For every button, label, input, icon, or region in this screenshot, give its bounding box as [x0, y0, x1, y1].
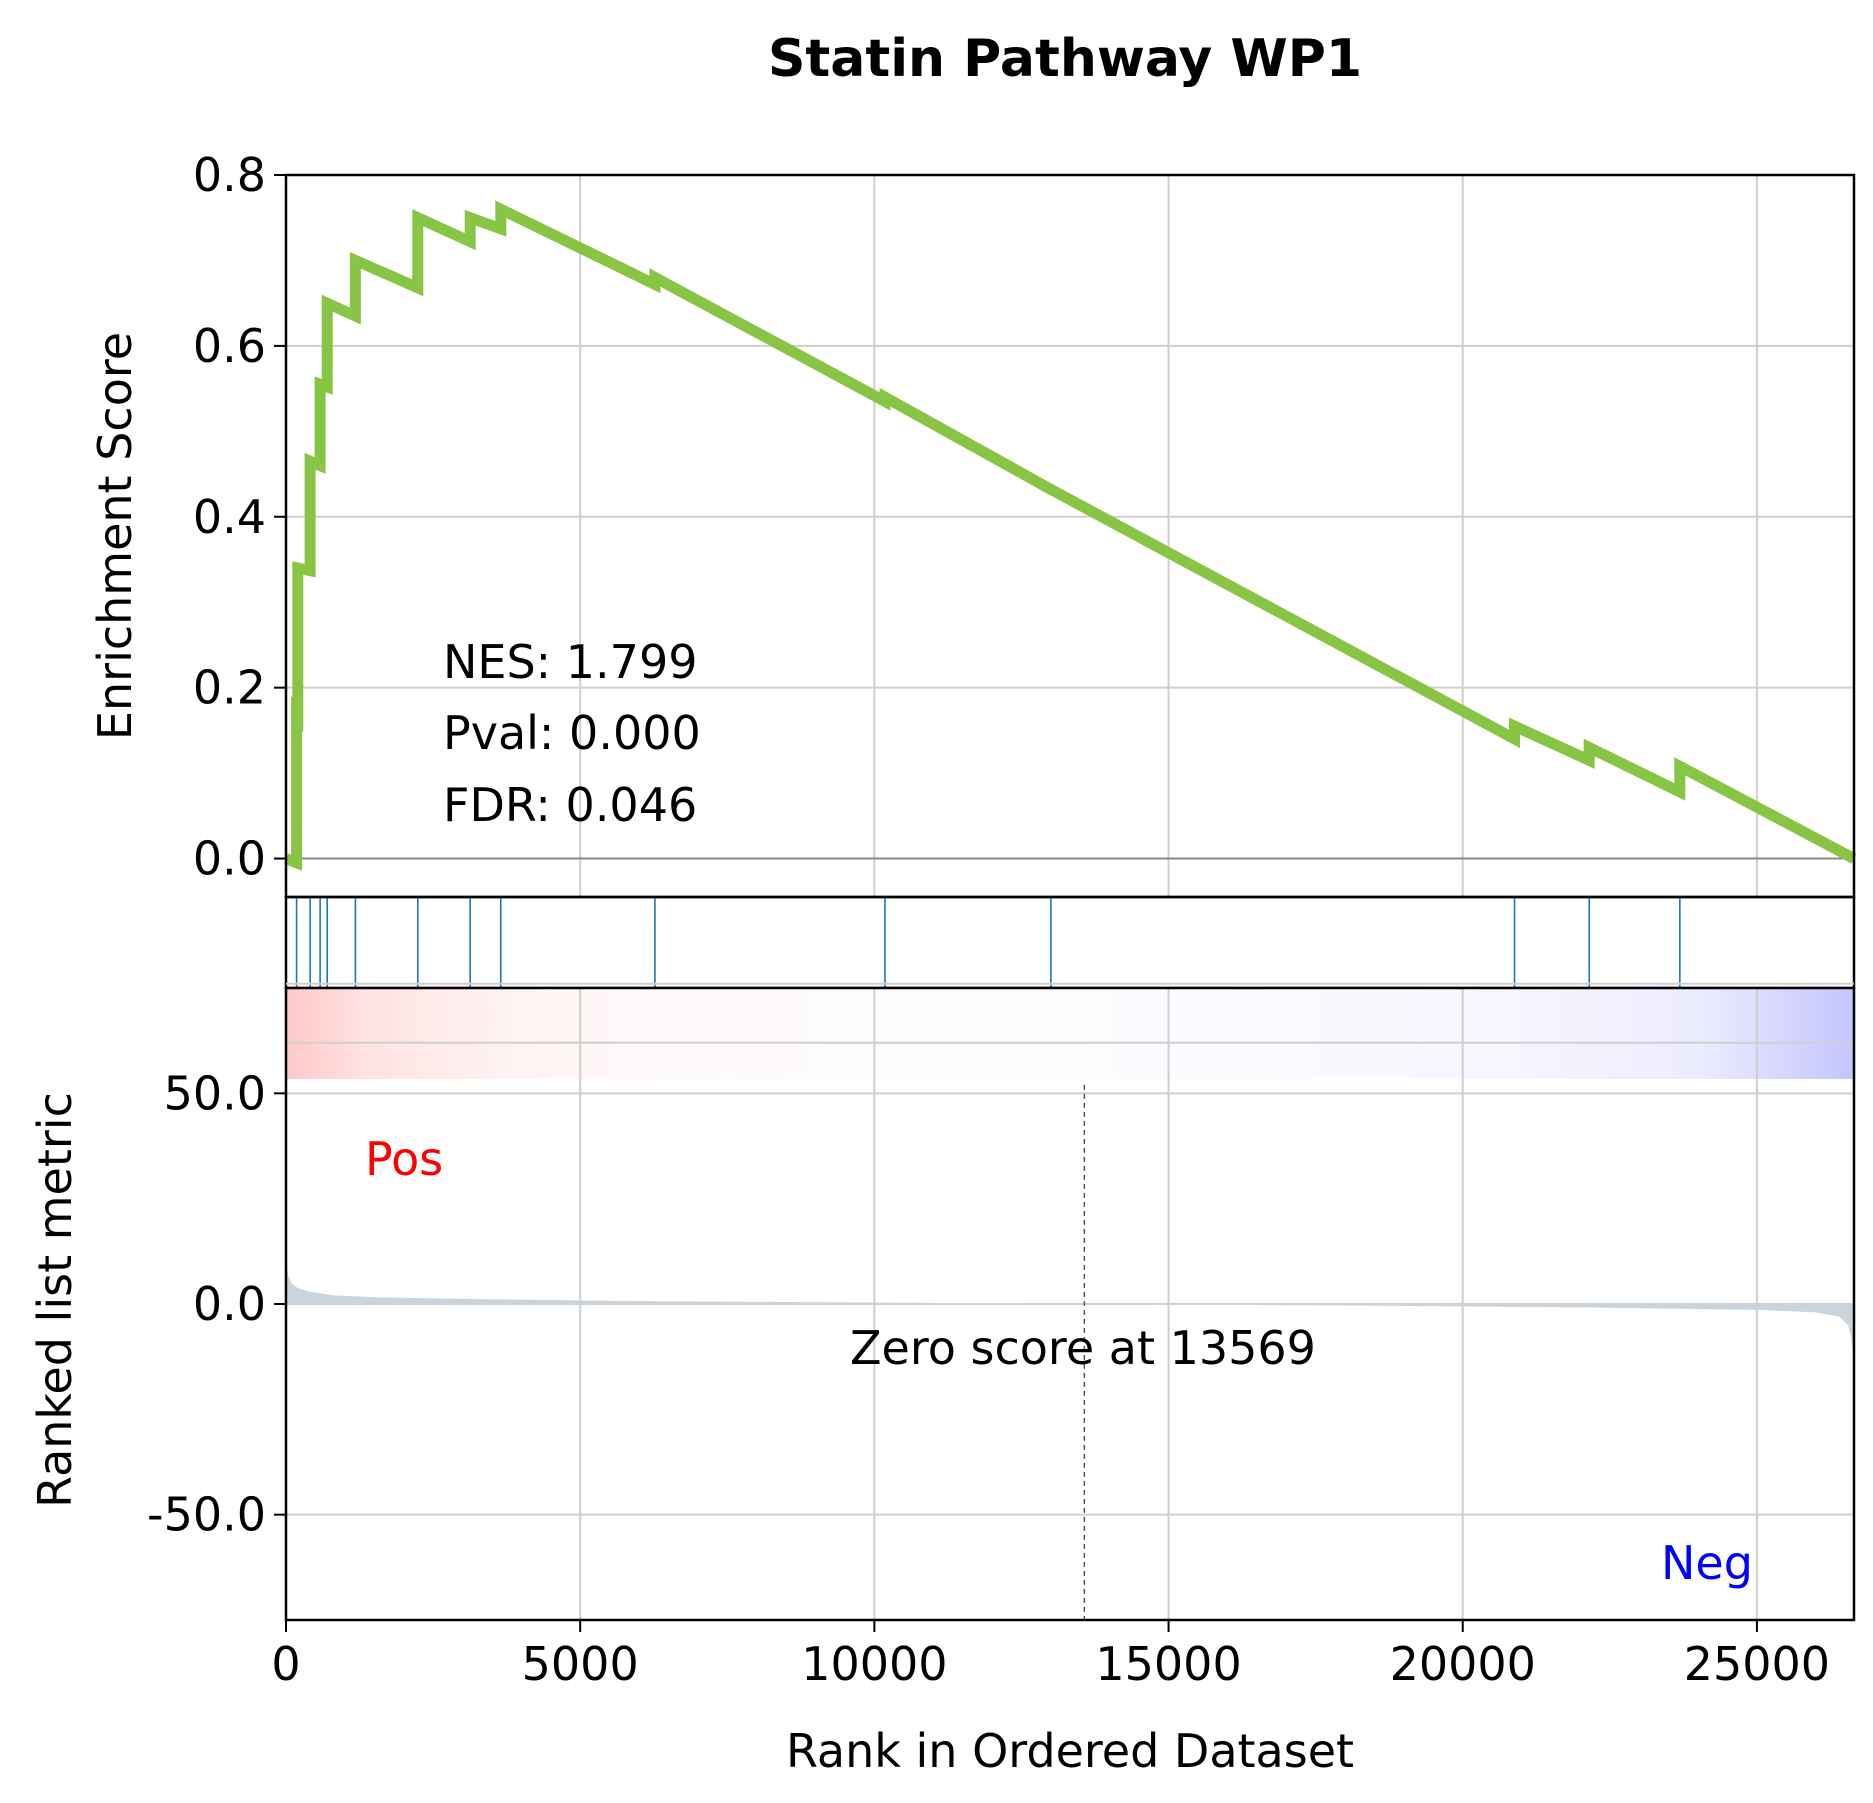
rank-y-tick-label: 50.0 — [164, 1066, 266, 1120]
rank-y-axis-label: Ranked list metric — [28, 1092, 82, 1508]
es-y-tick-label: 0.2 — [193, 661, 266, 715]
x-axis-ticks: 0 5000 10000 15000 20000 25000 — [271, 1620, 1830, 1691]
neg-label: Neg — [1661, 1536, 1753, 1590]
enrichment-score-line — [283, 200, 1857, 871]
pos-label: Pos — [365, 1132, 443, 1186]
x-tick-label: 15000 — [1095, 1637, 1241, 1691]
x-tick-label: 0 — [271, 1637, 300, 1691]
zero-score-label: Zero score at 13569 — [850, 1321, 1316, 1375]
fdr-annotation: FDR: 0.046 — [443, 778, 697, 832]
es-y-axis-label: Enrichment Score — [88, 332, 142, 740]
hits-panel-frame — [284, 895, 1856, 990]
x-tick-label: 10000 — [801, 1637, 947, 1691]
x-tick-label: 25000 — [1684, 1637, 1830, 1691]
es-y-tick-label: 0.0 — [193, 832, 266, 886]
x-axis-label: Rank in Ordered Dataset — [786, 1724, 1354, 1778]
es-y-tick-label: 0.8 — [193, 148, 266, 202]
es-y-tick-label: 0.6 — [193, 319, 266, 373]
chart-title: Statin Pathway WP1 — [768, 29, 1362, 89]
enrichment-score-panel: NES: 1.799 Pval: 0.000 FDR: 0.046 0.0 0.2… — [88, 148, 1857, 899]
rank-y-axis-ticks: 50.0 0.0 -50.0 — [147, 1066, 286, 1542]
x-tick-label: 20000 — [1390, 1637, 1536, 1691]
rank-y-tick-label: 0.0 — [193, 1277, 266, 1331]
pval-annotation: Pval: 0.000 — [443, 706, 701, 760]
rank-y-tick-label: -50.0 — [147, 1488, 266, 1542]
nes-annotation: NES: 1.799 — [443, 635, 697, 689]
es-y-axis-ticks: 0.0 0.2 0.4 0.6 0.8 — [193, 148, 286, 886]
rank-color-strip — [286, 988, 1854, 1079]
ranked-metric-panel: Pos Neg Zero score at 13569 50.0 0.0 -50.0… — [28, 982, 1856, 1622]
gene-hits-panel — [284, 895, 1856, 990]
gene-hit-marks — [295, 897, 1681, 988]
ranked-metric-area — [286, 1249, 1854, 1363]
es-y-tick-label: 0.4 — [193, 490, 266, 544]
rank-panel-frame — [284, 986, 1856, 1622]
x-tick-label: 5000 — [522, 1637, 639, 1691]
